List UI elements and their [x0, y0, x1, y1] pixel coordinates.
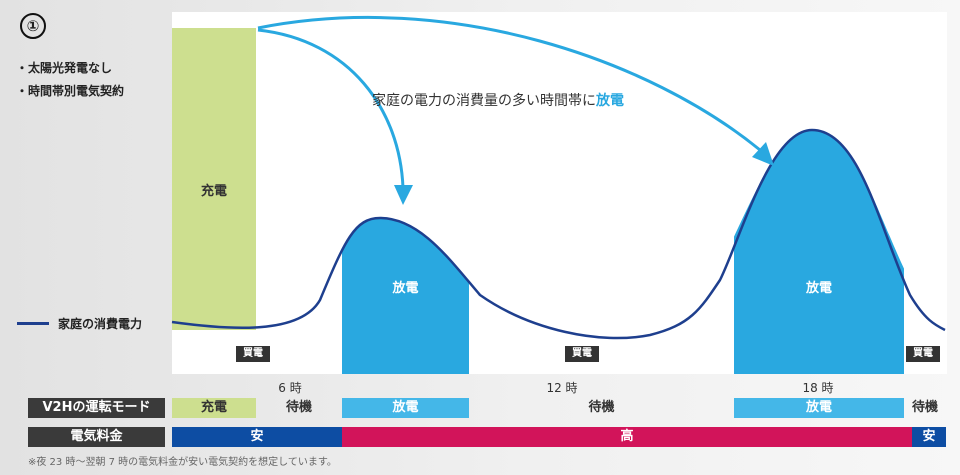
mode-row-header: V2Hの運転モード: [28, 398, 165, 418]
legend-label: 家庭の消費電力: [58, 317, 143, 331]
consumption-line: [171, 128, 946, 340]
discharge-label-morning: 放電: [392, 281, 419, 296]
buy-badge-night: 買電: [236, 346, 270, 362]
charge-label: 充電: [200, 184, 227, 199]
rate-cheap-late: 安: [912, 427, 946, 447]
rate-cheap-night: 安: [172, 427, 342, 447]
legend-line-swatch: [17, 322, 49, 325]
mode-standby-early: 待機: [285, 400, 312, 415]
arrow-caption-text: 家庭の電力の消費量の多い時間帯に: [372, 93, 596, 109]
buy-badge-midday: 買電: [565, 346, 599, 362]
rate-row-header: 電気料金: [28, 427, 165, 447]
arrow-head-evening: [752, 142, 774, 166]
footnote: ※夜 23 時〜翌朝 7 時の電気料金が安い電気契約を想定しています。: [28, 457, 337, 468]
discharge-area-morning: [342, 218, 469, 374]
hour-tick-18: 18 時: [802, 381, 834, 395]
charge-bar: [172, 28, 256, 330]
mode-discharge-morning: 放電: [342, 398, 469, 418]
arrow-to-evening: [257, 16, 761, 152]
arrow-head-morning: [394, 185, 413, 205]
discharge-area-evening: [734, 130, 904, 374]
mode-standby-late: 待機: [911, 400, 938, 415]
hour-tick-12: 12 時: [546, 381, 578, 395]
mode-standby-midday: 待機: [588, 400, 615, 415]
arrow-to-morning: [257, 28, 405, 189]
section-number-badge: ①: [20, 13, 46, 39]
hour-tick-6: 6 時: [278, 381, 302, 395]
arrow-caption-highlight: 放電: [596, 93, 624, 109]
discharge-label-evening: 放電: [805, 281, 832, 296]
mode-discharge-evening: 放電: [734, 398, 904, 418]
rate-expensive-day: 高: [342, 427, 912, 447]
buy-badge-late: 買電: [906, 346, 940, 362]
condition-tou-contract: 時間帯別電気契約: [16, 82, 124, 99]
condition-no-solar: 太陽光発電なし: [16, 59, 112, 76]
arrow-caption: 家庭の電力の消費量の多い時間帯に放電: [372, 90, 624, 110]
mode-charge: 充電: [172, 398, 256, 418]
